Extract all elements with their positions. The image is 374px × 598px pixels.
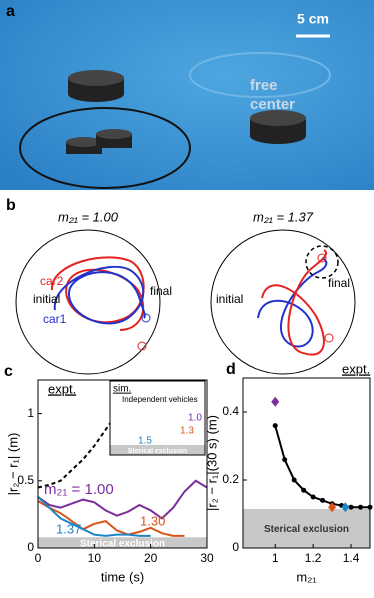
band-label: Sterical exclusion (128, 448, 188, 455)
point (320, 497, 326, 503)
car (66, 137, 102, 154)
point (358, 504, 364, 510)
start-label: initial (216, 292, 243, 306)
series-label: 1.30 (140, 513, 165, 528)
pair-outline (19, 107, 191, 189)
y-tick-label: 0 (27, 540, 34, 554)
car-label: car2 (40, 274, 64, 288)
band-label: Sterical exclusion (264, 524, 349, 535)
car-label: car1 (43, 312, 67, 326)
point (301, 487, 307, 493)
final-label: final (150, 284, 172, 298)
end-marker (324, 333, 334, 343)
start-label: initial (33, 292, 60, 306)
note: expt. (48, 381, 76, 396)
series-line (37, 496, 151, 537)
y-tick-label: 0.2 (222, 472, 239, 486)
exclusion-band (110, 444, 205, 455)
band-label: Sterical exclusion (80, 538, 165, 549)
trajectory (53, 265, 146, 325)
free-center-label: center (250, 96, 295, 113)
x-axis-label: time (s) (101, 569, 144, 584)
panel-label: d (226, 361, 236, 378)
end-marker (141, 313, 151, 323)
series-label: 1.5 (138, 436, 152, 447)
trajectory-title: m₂₁ = 1.00 (58, 209, 119, 224)
y-tick-label: 0.5 (17, 473, 34, 487)
series-label: 1.3 (180, 426, 194, 437)
x-tick-label: 1.4 (343, 551, 360, 565)
x-tick-label: 1.2 (305, 551, 322, 565)
series-line (37, 500, 185, 537)
y-tick-label: 0.4 (222, 404, 239, 418)
photo (0, 0, 374, 190)
plot-area (110, 381, 205, 455)
diamond-point (341, 502, 350, 513)
plot-frame (109, 380, 206, 456)
arena (210, 229, 356, 375)
car (96, 129, 132, 148)
floor-mark (189, 52, 331, 98)
diamond-point (328, 502, 337, 513)
expt-note: expt. (342, 361, 370, 376)
x-tick-label: 20 (144, 551, 158, 565)
diamond-point (271, 396, 280, 407)
panel-label: a (6, 3, 15, 20)
point (348, 504, 354, 510)
car (250, 110, 306, 144)
y-axis-label: |r₂ − r₁| (m) (5, 433, 20, 496)
x-tick-label: 1 (272, 551, 279, 565)
series-label: m₂₁ = 1.00 (44, 481, 114, 498)
x-tick-label: 10 (88, 551, 102, 565)
series-label: 1.0 (188, 413, 202, 424)
end-marker (137, 341, 147, 351)
y-tick-label: 0 (232, 540, 239, 554)
panel-label: b (6, 197, 16, 214)
y-tick-label: 1 (27, 406, 34, 420)
point (272, 423, 278, 429)
plot-frame (37, 379, 208, 549)
scale-label: 5 cm (297, 11, 329, 27)
trajectory (261, 249, 328, 356)
series-label: 1.37 (56, 521, 81, 536)
x-tick-label: 0 (35, 551, 42, 565)
panel-label: c (4, 363, 13, 380)
plot-frame (242, 377, 371, 549)
free-center-label: free (250, 77, 278, 94)
series-line (37, 479, 208, 520)
arena (15, 229, 161, 375)
exclusion-band (38, 537, 207, 548)
x-tick-label: 30 (200, 551, 214, 565)
note: sim. (113, 384, 131, 395)
car (68, 70, 124, 102)
point (310, 494, 316, 500)
x-axis-label: m₂₁ (296, 569, 317, 584)
exclusion-band (243, 508, 370, 548)
point (282, 457, 288, 463)
final-highlight (305, 245, 339, 279)
series-label: Independent vehicles (122, 395, 198, 404)
point (291, 477, 297, 483)
trajectory-title: m₂₁ = 1.37 (253, 209, 314, 224)
y-axis-label: |r₂ − r₁|(30 s) (m) (204, 415, 219, 511)
final-label: final (328, 276, 350, 290)
end-marker (317, 253, 327, 263)
